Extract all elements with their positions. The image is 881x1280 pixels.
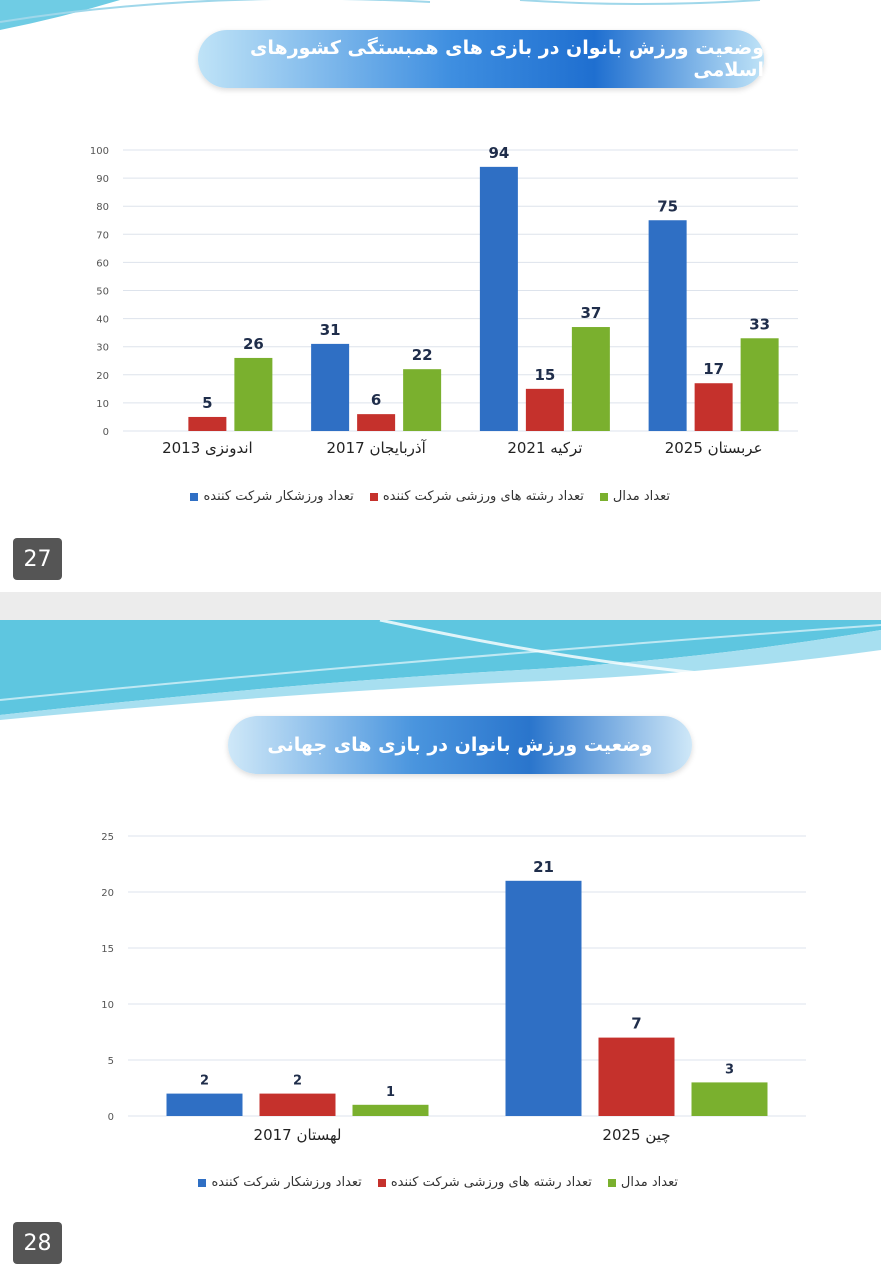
legend-swatch-medals	[599, 492, 608, 501]
page-number-badge: 28	[13, 1222, 62, 1264]
slide-title: وضعیت ورزش بانوان در بازی های همبستگی کش…	[198, 30, 764, 88]
data-label-medals: 1	[386, 1085, 395, 1100]
category-label: 2025 عربستان	[665, 439, 763, 457]
category-label: 2013 اندونزی	[162, 439, 253, 457]
data-label-sports: 5	[202, 394, 212, 412]
data-label-medals: 26	[243, 335, 264, 353]
data-label-athletes: 75	[657, 197, 678, 215]
bar-sports	[694, 383, 733, 431]
y-tick-label: 20	[96, 371, 109, 382]
y-tick-label: 50	[96, 287, 109, 298]
slide-title: وضعیت ورزش بانوان در بازی های جهانی	[228, 716, 692, 774]
data-label-medals: 37	[580, 304, 601, 322]
category-label: 2025 چین	[602, 1126, 670, 1144]
y-tick-label: 80	[96, 202, 109, 213]
slide-28: وضعیت ورزش بانوان در بازی های جهانی 0 5 10…	[0, 620, 881, 1280]
header-wave-decoration	[0, 0, 761, 30]
category-label: 2017 آذربایجان	[327, 439, 427, 457]
y-tick-label: 10	[96, 399, 109, 410]
legend-swatch-sports	[377, 1178, 386, 1187]
legend-item-athletes: تعداد ورزشکار شرکت کننده	[198, 1175, 362, 1190]
data-label-sports: 6	[371, 391, 381, 409]
bar-sports	[525, 388, 564, 431]
data-label-medals: 33	[749, 315, 770, 333]
y-tick-label: 60	[96, 258, 109, 269]
data-label-medals: 3	[725, 1062, 734, 1077]
legend-label-athletes: تعداد ورزشکار شرکت کننده	[211, 1175, 362, 1190]
legend-swatch-sports	[369, 492, 378, 501]
category-label: 2021 ترکیه	[507, 439, 582, 457]
chart-legend: تعداد مدال تعداد رشته های ورزشی شرکت کنن…	[190, 489, 670, 504]
legend-label-sports: تعداد رشته های ورزشی شرکت کننده	[382, 489, 584, 504]
legend-label-sports: تعداد رشته های ورزشی شرکت کننده	[390, 1175, 592, 1190]
bar-athletes	[505, 880, 582, 1116]
bar-medals	[740, 338, 779, 431]
legend-swatch-athletes	[190, 492, 199, 501]
y-tick-label: 70	[96, 230, 109, 241]
y-tick-label: 30	[96, 343, 109, 354]
data-label-athletes: 2	[200, 1074, 209, 1089]
legend-label-athletes: تعداد ورزشکار شرکت کننده	[203, 489, 354, 504]
y-tick-label: 0	[103, 427, 109, 438]
legend-item-athletes: تعداد ورزشکار شرکت کننده	[190, 489, 354, 504]
bar-athletes	[648, 220, 687, 431]
bar-medals	[691, 1082, 768, 1116]
bar-medals	[234, 357, 273, 431]
legend-label-medals: تعداد مدال	[620, 1175, 678, 1190]
legend-item-sports: تعداد رشته های ورزشی شرکت کننده	[377, 1175, 592, 1190]
legend-label-medals: تعداد مدال	[612, 489, 670, 504]
header-wave-decoration	[0, 620, 881, 720]
bar-sports	[259, 1093, 336, 1116]
y-tick-label: 25	[101, 832, 114, 843]
bar-athletes	[166, 1093, 243, 1116]
legend-item-medals: تعداد مدال	[599, 489, 670, 504]
y-tick-label: 5	[108, 1056, 114, 1067]
bar-athletes	[311, 343, 350, 431]
y-tick-label: 100	[90, 146, 109, 157]
slide-27: وضعیت ورزش بانوان در بازی های همبستگی کش…	[0, 0, 881, 592]
page-number-badge: 27	[13, 538, 62, 580]
data-label-sports: 2	[293, 1074, 302, 1089]
category-label: 2017 لهستان	[254, 1126, 342, 1144]
legend-item-medals: تعداد مدال	[607, 1175, 678, 1190]
data-label-athletes: 31	[320, 321, 341, 339]
bar-sports	[188, 416, 227, 431]
data-label-athletes: 21	[533, 858, 554, 876]
data-label-sports: 7	[631, 1015, 641, 1033]
y-tick-label: 0	[108, 1112, 114, 1123]
bar-athletes	[479, 166, 518, 432]
data-label-athletes: 94	[488, 144, 509, 162]
y-tick-label: 20	[101, 888, 114, 899]
chart-legend: تعداد مدال تعداد رشته های ورزشی شرکت کنن…	[198, 1175, 678, 1190]
data-label-medals: 22	[412, 346, 433, 364]
data-label-sports: 17	[703, 360, 724, 378]
bar-medals	[403, 369, 442, 431]
bar-sports	[357, 414, 396, 431]
y-tick-label: 10	[101, 1000, 114, 1011]
y-tick-label: 40	[96, 315, 109, 326]
bar-chart-islamic-games: 0 10 20 30 40 50 60 70 80 90 100 5 26 2013 اندونزی 31 6…	[90, 144, 798, 457]
y-tick-label: 90	[96, 174, 109, 185]
legend-item-sports: تعداد رشته های ورزشی شرکت کننده	[369, 489, 584, 504]
y-tick-label: 15	[101, 944, 114, 955]
legend-swatch-medals	[607, 1178, 616, 1187]
bar-sports	[598, 1037, 675, 1116]
data-label-sports: 15	[534, 366, 555, 384]
bar-medals	[352, 1104, 429, 1116]
bar-medals	[571, 327, 610, 431]
legend-swatch-athletes	[198, 1178, 207, 1187]
